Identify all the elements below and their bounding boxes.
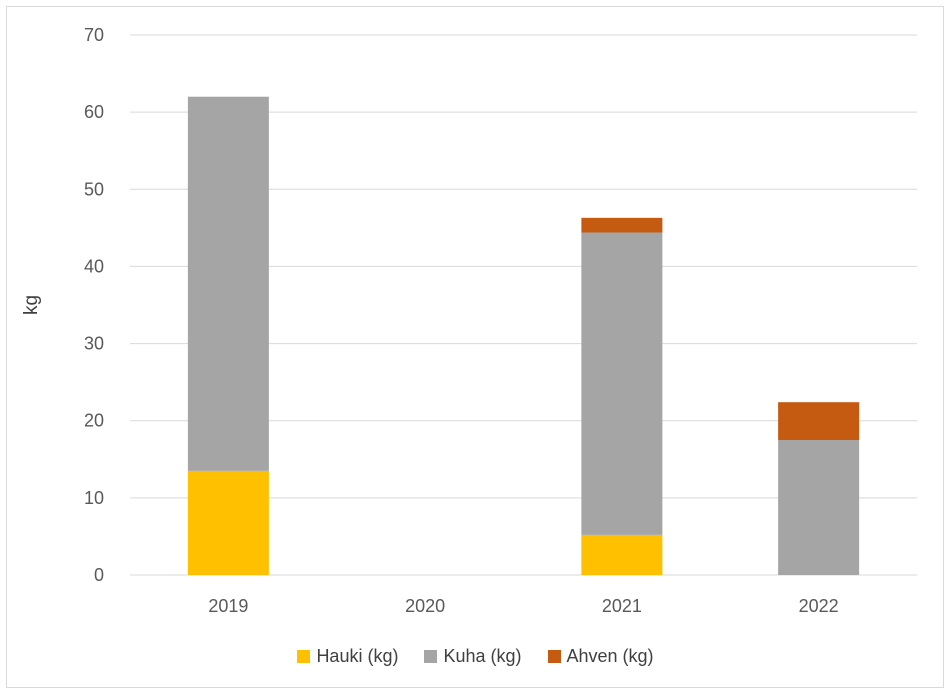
x-axis-ticks: 2019 2020 2021 2022 bbox=[208, 596, 838, 616]
legend-swatch bbox=[424, 650, 438, 663]
y-axis-ticks: 0 10 20 30 40 50 60 70 bbox=[84, 25, 104, 585]
bar-kuha-2022 bbox=[778, 440, 860, 575]
y-tick-label: 70 bbox=[84, 25, 104, 45]
y-tick-label: 60 bbox=[84, 102, 104, 122]
legend-item: Hauki (kg) bbox=[297, 646, 398, 667]
y-axis-title: kg bbox=[21, 295, 42, 315]
y-tick-label: 40 bbox=[84, 256, 104, 276]
legend-swatch bbox=[297, 650, 311, 663]
legend: Hauki (kg) Kuha (kg) Ahven (kg) bbox=[0, 646, 951, 667]
legend-label: Kuha (kg) bbox=[443, 646, 522, 666]
x-tick-label: 2019 bbox=[208, 596, 248, 616]
bar-kuha-2021 bbox=[581, 232, 663, 535]
x-tick-label: 2022 bbox=[799, 596, 839, 616]
y-tick-label: 50 bbox=[84, 179, 104, 199]
legend-label: Ahven (kg) bbox=[566, 646, 654, 666]
x-tick-label: 2021 bbox=[602, 596, 642, 616]
legend-label: Hauki (kg) bbox=[316, 646, 399, 666]
legend-item: Ahven (kg) bbox=[547, 646, 654, 667]
y-tick-label: 20 bbox=[84, 411, 104, 431]
legend-item: Kuha (kg) bbox=[424, 646, 522, 667]
y-tick-label: 10 bbox=[84, 488, 104, 508]
y-tick-label: 30 bbox=[84, 334, 104, 354]
bar-hauki-2021 bbox=[581, 534, 663, 575]
bar-ahven-2021 bbox=[581, 217, 663, 233]
bar-kuha-2019 bbox=[187, 96, 269, 471]
bar-ahven-2022 bbox=[778, 402, 860, 440]
bars bbox=[187, 96, 860, 575]
x-tick-label: 2020 bbox=[405, 596, 445, 616]
bar-hauki-2019 bbox=[187, 470, 269, 575]
legend-swatch bbox=[547, 650, 561, 663]
y-tick-label: 0 bbox=[94, 565, 104, 585]
